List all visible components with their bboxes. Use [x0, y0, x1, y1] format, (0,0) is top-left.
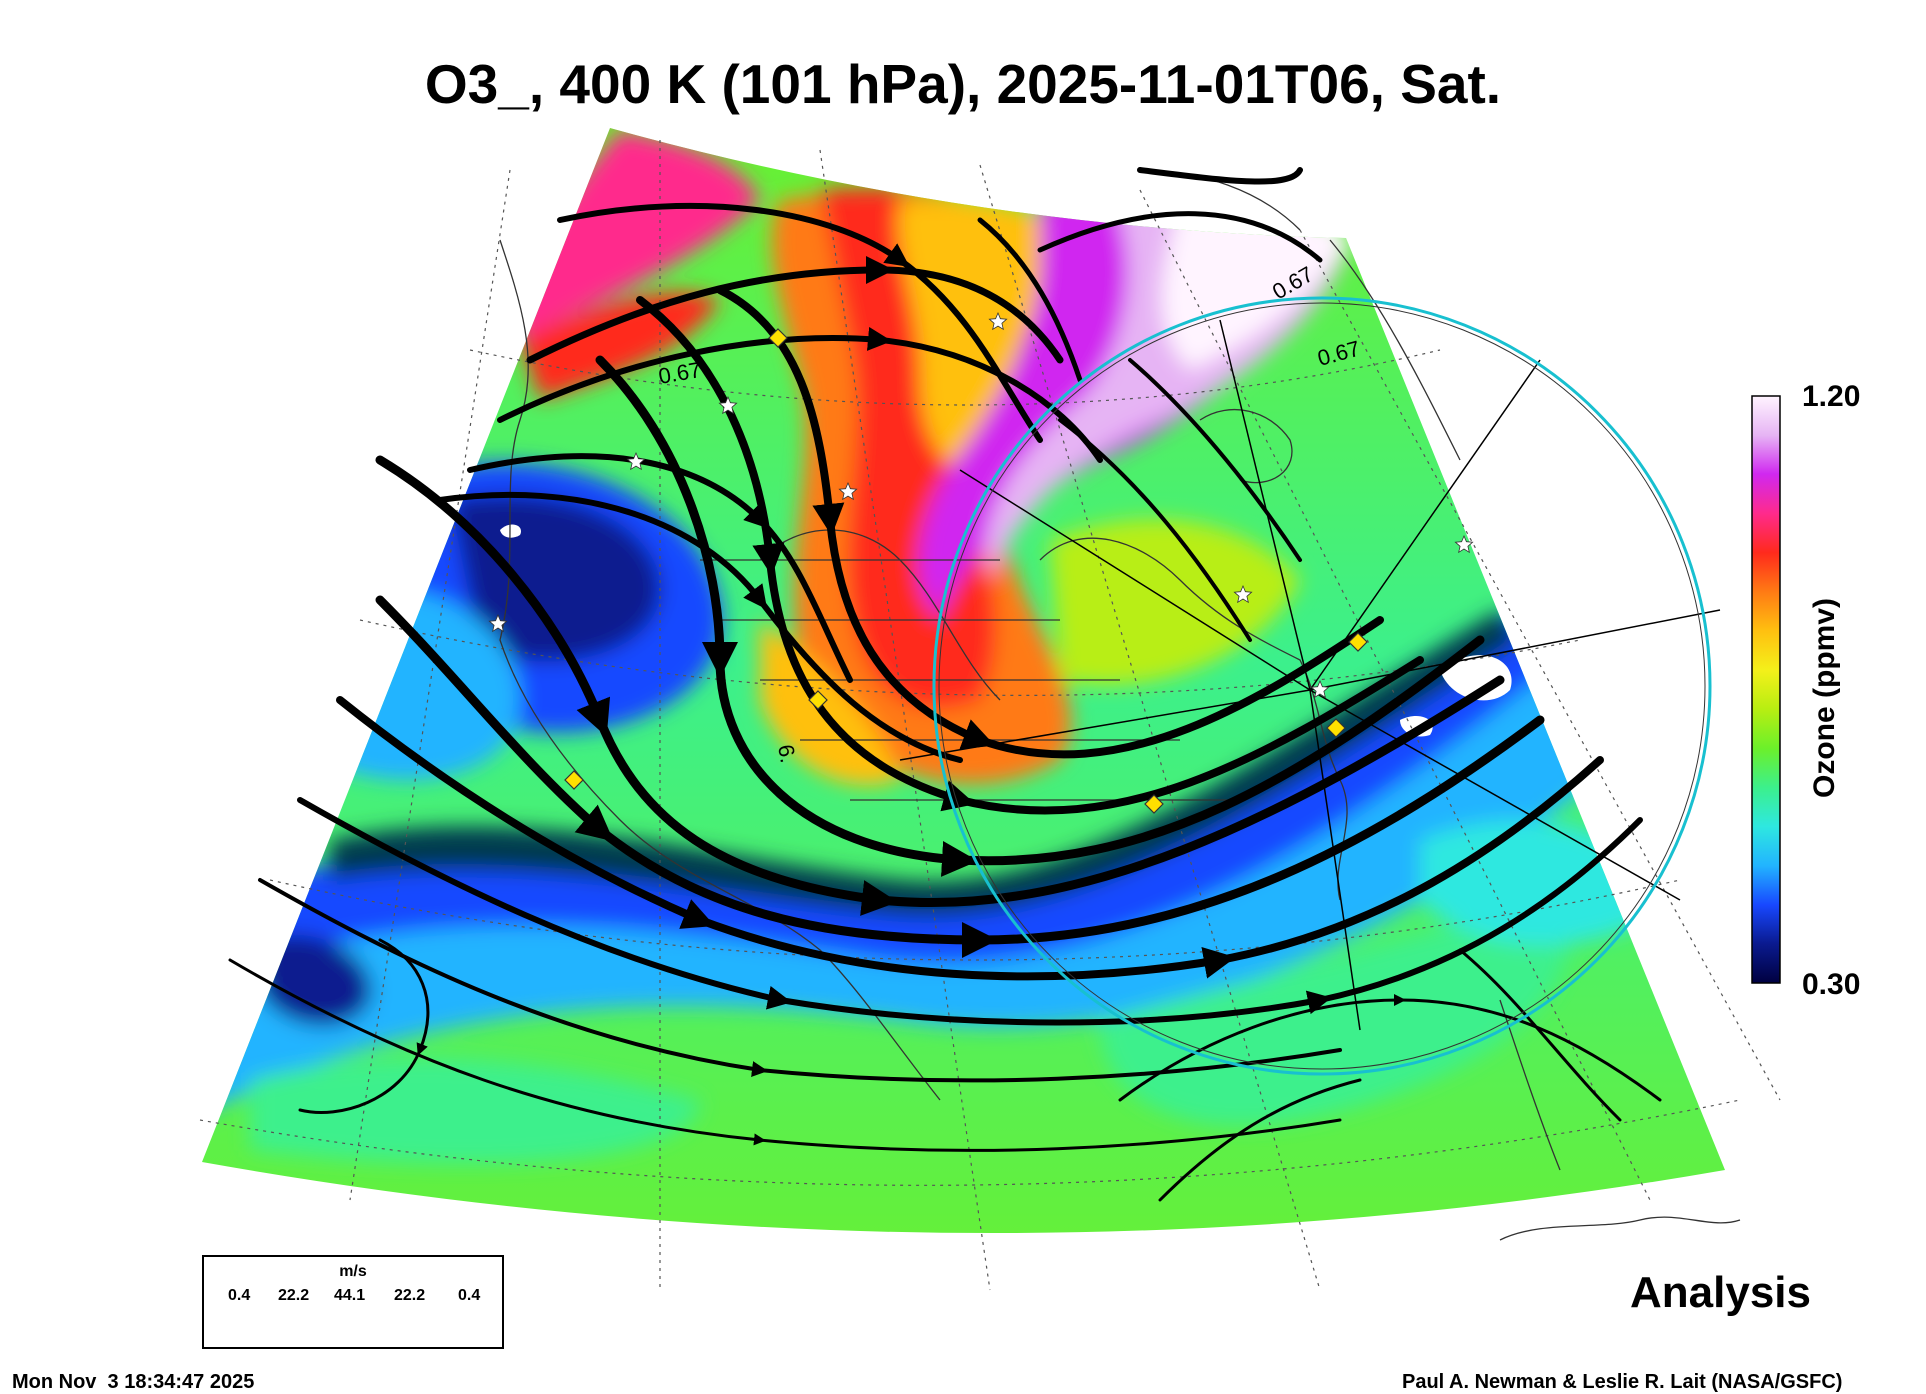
range-circle — [932, 296, 1712, 1076]
map-title: O3_, 400 K (101 hPa), 2025-11-01T06, Sat… — [424, 53, 1502, 115]
colorbar-max-label: 1.20 — [1802, 380, 1861, 413]
station-star-icon — [988, 311, 1008, 331]
site-diamond-icon — [1348, 632, 1368, 652]
footer-credit: Paul A. Newman & Leslie R. Lait (NASA/GS… — [1402, 1371, 1843, 1393]
site-diamond-icon — [768, 328, 788, 348]
site-diamond-icon — [808, 690, 828, 710]
site-diamond-icon — [1326, 718, 1346, 738]
wind-legend-tick: 22.2 — [394, 1287, 426, 1304]
station-star-icon — [1454, 534, 1474, 554]
trajectory-lines — [899, 319, 1721, 1031]
wind-legend-tick: 0.4 — [458, 1287, 481, 1304]
wind-streamlines — [228, 167, 1662, 1202]
station-star-icon — [626, 451, 646, 471]
wind-legend-tick: 22.2 — [278, 1287, 310, 1304]
station-star-icon — [838, 481, 858, 501]
site-markers — [488, 311, 1474, 814]
colorbar — [1751, 395, 1781, 984]
wind-legend-unit: m/s — [339, 1263, 367, 1280]
colorbar-min-label: 0.30 — [1802, 968, 1861, 1001]
wind-legend-tick: 44.1 — [334, 1287, 366, 1304]
range-circle-inner — [938, 302, 1706, 1070]
contour-label: 6. — [773, 743, 801, 765]
analysis-stamp: Analysis — [1630, 1268, 1811, 1317]
colorbar-title: Ozone (ppmv) — [1808, 598, 1841, 798]
station-star-icon — [718, 395, 738, 415]
site-diamond-icon — [1144, 794, 1164, 814]
station-star-icon — [488, 613, 508, 633]
wind-legend: m/s 0.4 22.2 44.1 22.2 0.4 — [202, 1255, 504, 1349]
station-star-icon — [1310, 679, 1330, 699]
wind-legend-tick: 0.4 — [228, 1287, 251, 1304]
footer-timestamp: Mon Nov 3 18:34:47 2025 — [12, 1371, 255, 1393]
station-star-icon — [1233, 584, 1253, 604]
site-diamond-icon — [564, 770, 584, 790]
